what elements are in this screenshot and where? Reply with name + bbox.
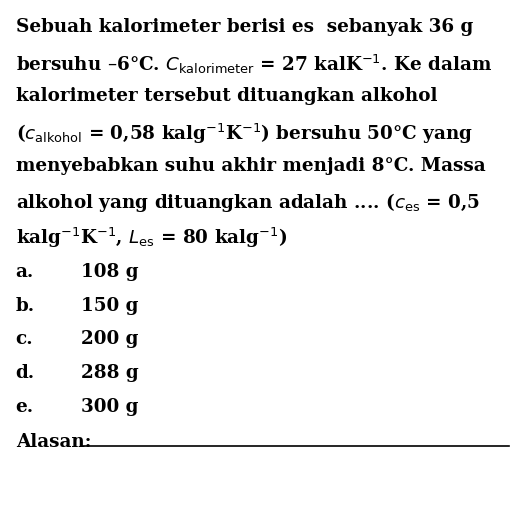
Text: kalg$^{-1}$K$^{-1}$, $L_{\rm es}$ = 80 kalg$^{-1}$): kalg$^{-1}$K$^{-1}$, $L_{\rm es}$ = 80 k…: [16, 226, 287, 250]
Text: menyebabkan suhu akhir menjadi 8°C. Massa: menyebabkan suhu akhir menjadi 8°C. Mass…: [16, 157, 485, 175]
Text: a.: a.: [16, 263, 34, 281]
Text: b.: b.: [16, 297, 35, 315]
Text: 108 g: 108 g: [81, 263, 138, 281]
Text: alkohol yang dituangkan adalah .... ($c_{\rm es}$ = 0,5: alkohol yang dituangkan adalah .... ($c_…: [16, 191, 480, 214]
Text: 200 g: 200 g: [81, 330, 138, 348]
Text: 150 g: 150 g: [81, 297, 138, 315]
Text: d.: d.: [16, 364, 35, 382]
Text: Alasan:: Alasan:: [16, 433, 91, 451]
Text: kalorimeter tersebut dituangkan alkohol: kalorimeter tersebut dituangkan alkohol: [16, 87, 437, 105]
Text: Sebuah kalorimeter berisi es  sebanyak 36 g: Sebuah kalorimeter berisi es sebanyak 36…: [16, 18, 473, 36]
Text: ($c_{\rm alkohol}$ = 0,58 kalg$^{-1}$K$^{-1}$) bersuhu 50°C yang: ($c_{\rm alkohol}$ = 0,58 kalg$^{-1}$K$^…: [16, 122, 472, 146]
Text: e.: e.: [16, 398, 34, 416]
Text: bersuhu –6°C. $C_{\rm kalorimeter}$ = 27 kalK$^{-1}$. Ke dalam: bersuhu –6°C. $C_{\rm kalorimeter}$ = 27…: [16, 53, 492, 76]
Text: 300 g: 300 g: [81, 398, 138, 416]
Text: c.: c.: [16, 330, 33, 348]
Text: 288 g: 288 g: [81, 364, 138, 382]
